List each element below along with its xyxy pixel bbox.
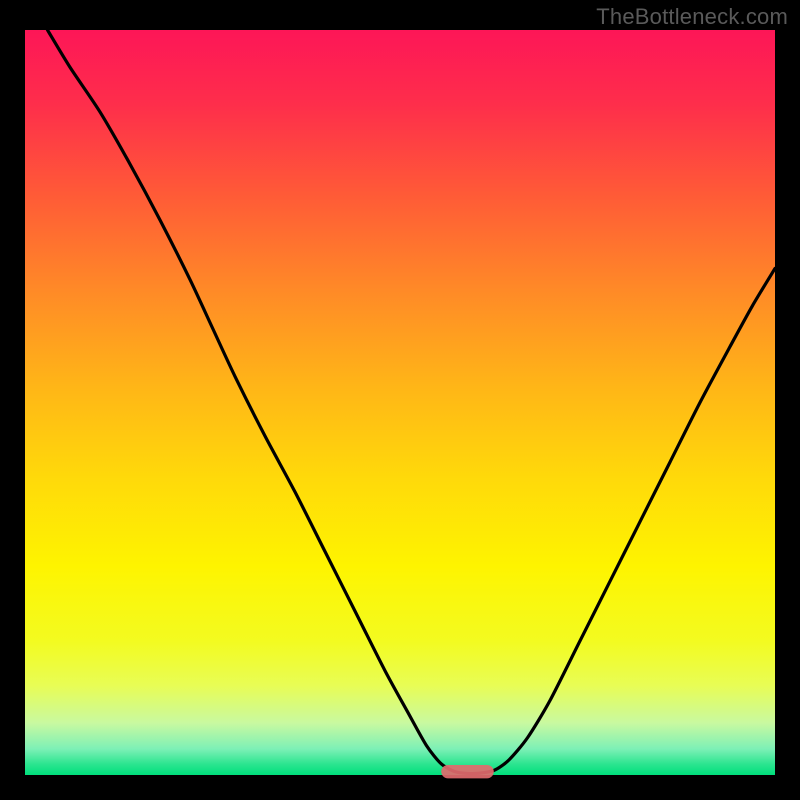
optimal-point-marker bbox=[441, 765, 494, 778]
chart-container: TheBottleneck.com bbox=[0, 0, 800, 800]
watermark-text: TheBottleneck.com bbox=[596, 4, 788, 30]
gradient-curve-chart bbox=[0, 0, 800, 800]
plot-gradient-area bbox=[25, 30, 775, 775]
